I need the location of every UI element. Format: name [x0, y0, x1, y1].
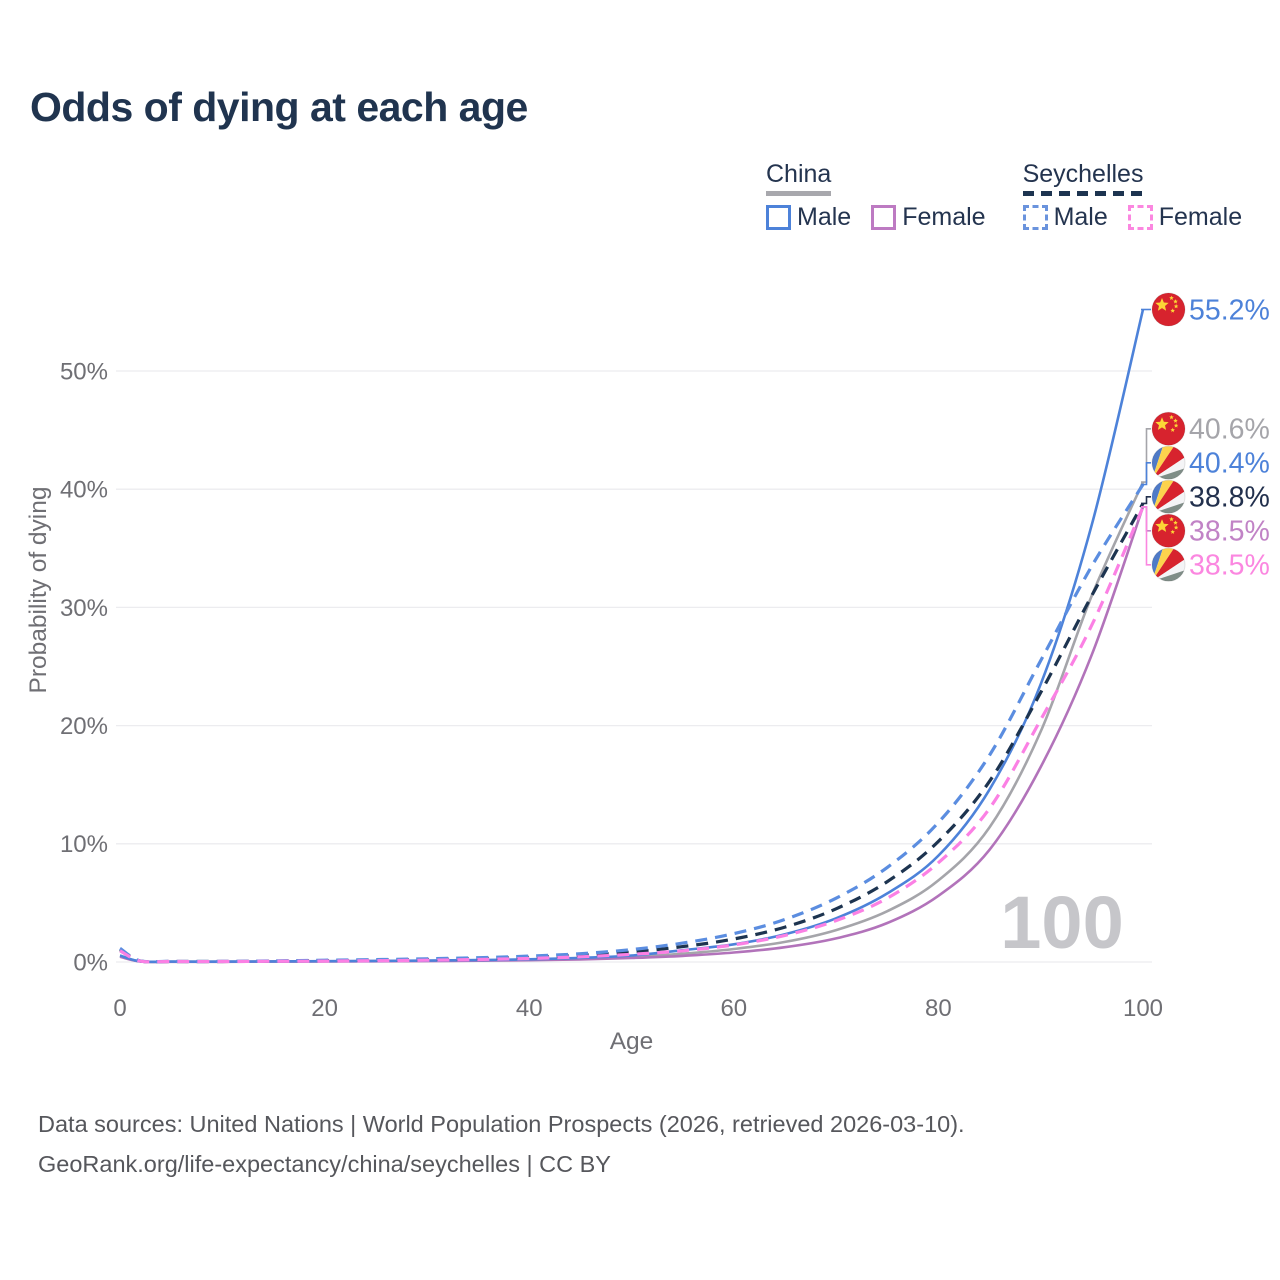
series-line-china-female — [119, 506, 1145, 964]
x-axis-title: Age — [610, 1028, 654, 1055]
x-tick-label: 0 — [113, 995, 126, 1022]
legend-group-title: Seychelles — [1022, 160, 1144, 196]
legend-group-title: China — [766, 160, 832, 196]
y-tick-label: 10% — [60, 831, 108, 858]
y-tick-label: 0% — [73, 949, 108, 976]
legend-group-china: China Male Female — [766, 160, 986, 232]
series-line-china-male — [119, 309, 1145, 964]
footer-data-sources: Data sources: United Nations | World Pop… — [38, 1111, 965, 1137]
end-label-value-china-female: 38.5% — [1189, 516, 1270, 548]
flag-icon-china — [1151, 513, 1186, 548]
flag-icon-seychelles — [1151, 547, 1186, 582]
legend-dashed-line-swatch — [1022, 191, 1144, 196]
footer-attribution: GeoRank.org/life-expectancy/china/seyche… — [38, 1151, 611, 1177]
legend-solid-line-swatch — [766, 191, 832, 196]
end-label-connector — [1141, 496, 1151, 505]
x-tick-label: 20 — [311, 995, 338, 1022]
x-tick-label: 60 — [720, 995, 747, 1022]
y-tick-label: 40% — [60, 477, 108, 504]
legend-group-seychelles: Seychelles Male Female — [1022, 160, 1243, 232]
y-tick-label: 20% — [60, 713, 108, 740]
legend-item-label: Female — [902, 203, 986, 231]
end-label-value-china-male: 55.2% — [1189, 295, 1270, 327]
end-label-value-china: 40.6% — [1189, 414, 1270, 446]
y-tick-label: 30% — [60, 595, 108, 622]
end-label-value-seychelles-male: 40.4% — [1189, 448, 1270, 480]
flag-icon-seychelles — [1151, 479, 1186, 514]
legend-item-label: Male — [797, 203, 852, 231]
legend-checkbox-china-female[interactable] — [871, 205, 897, 230]
end-label-connector — [1141, 462, 1151, 486]
y-axis-title: Probability of dying — [25, 486, 52, 693]
series-line-seychelles — [119, 502, 1145, 964]
legend-item-china-male[interactable]: Male — [766, 203, 851, 232]
age-counter-watermark: 100 — [1000, 881, 1123, 964]
series-line-seychelles-female — [119, 506, 1145, 964]
flag-icon-china — [1151, 411, 1186, 446]
footer: Data sources: United Nations | World Pop… — [38, 1104, 965, 1184]
legend-item-seychelles-female[interactable]: Female — [1127, 203, 1243, 232]
x-tick-label: 40 — [516, 995, 543, 1022]
end-label-value-seychelles-female: 38.5% — [1189, 550, 1270, 582]
series-line-china — [119, 481, 1145, 964]
page-title: Odds of dying at each age — [30, 84, 528, 130]
flag-icon-china — [1151, 292, 1186, 327]
legend-item-label: Male — [1053, 203, 1108, 231]
flag-icon-seychelles — [1151, 445, 1186, 480]
legend-item-china-female[interactable]: Female — [871, 203, 986, 232]
legend-checkbox-china-male[interactable] — [766, 205, 791, 230]
y-tick-label: 50% — [60, 358, 108, 385]
end-label-connector — [1141, 506, 1151, 566]
legend-item-label: Female — [1158, 203, 1243, 231]
legend-checkbox-seychelles-male[interactable] — [1022, 205, 1048, 230]
legend-item-seychelles-male[interactable]: Male — [1022, 203, 1108, 232]
series-line-seychelles-male — [119, 483, 1145, 964]
legend-checkbox-seychelles-female[interactable] — [1127, 205, 1153, 230]
end-label-connector — [1141, 428, 1151, 483]
chart-legend: China Male Female Seychelles Male Female — [766, 160, 1242, 232]
x-tick-label: 100 — [1123, 995, 1163, 1022]
x-tick-label: 80 — [925, 995, 952, 1022]
end-label-value-seychelles: 38.8% — [1189, 482, 1270, 514]
